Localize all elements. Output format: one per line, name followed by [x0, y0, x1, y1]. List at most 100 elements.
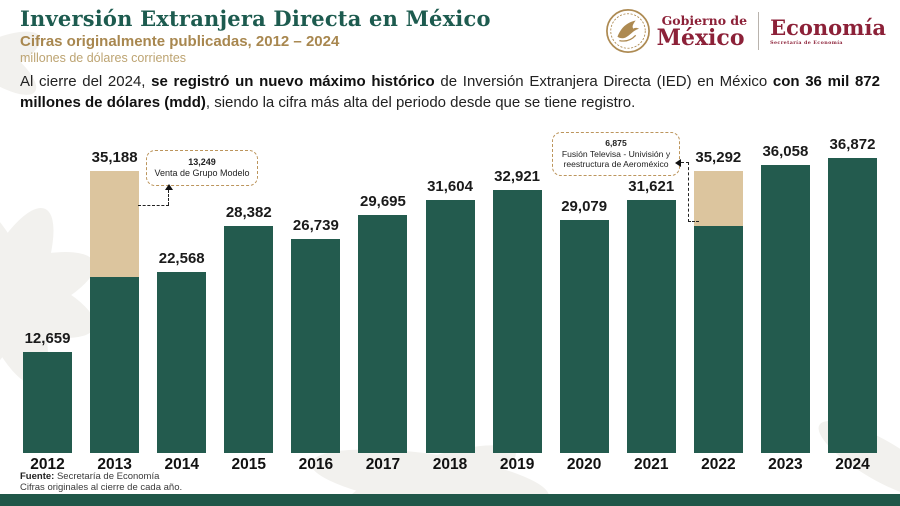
intro-bold1: se registró un nuevo máximo histórico	[151, 73, 435, 90]
bar-segment-ied	[157, 272, 207, 453]
bar-2013	[90, 171, 140, 453]
x-axis-label-2012: 2012	[30, 456, 65, 473]
header: Inversión Extranjera Directa en México C…	[20, 6, 491, 65]
mexico-text: México	[656, 24, 745, 51]
bar-segment-ied	[291, 239, 341, 453]
bar-column-2021: 31,621	[618, 128, 685, 453]
bar-value-label: 29,079	[561, 198, 608, 215]
intro-bold2: con 36 mil 872 millones de dólares (mdd)	[20, 73, 880, 111]
connector-2022-vertical	[688, 162, 689, 222]
bar-value-label: 31,604	[427, 178, 473, 195]
bar-segment-ied	[760, 165, 810, 453]
x-axis-label-2020: 2020	[566, 456, 602, 473]
bar-value-label: 31,621	[628, 178, 675, 195]
x-axis-label-2017: 2017	[365, 456, 401, 473]
bar-column-2023: 36,058	[752, 128, 819, 453]
gobierno-de-text: Gobierno de	[661, 12, 748, 28]
intro-part3: , siendo la cifra más alta del periodo d…	[205, 93, 636, 111]
x-axis-label-2022: 2022	[701, 456, 736, 473]
page-title: Inversión Extranjera Directa en México	[20, 6, 491, 31]
bar-value-label: 22,568	[158, 250, 205, 267]
bar-column-2015: 28,382	[215, 128, 282, 453]
bar-segment-ied	[224, 226, 274, 453]
connector-2022-horizontal-bottom	[688, 221, 699, 222]
bar-2017	[358, 215, 408, 453]
bar-value-label: 26,739	[292, 217, 339, 234]
gobierno-wordmark: Gobierno de México	[657, 14, 748, 49]
logo-divider	[758, 12, 760, 50]
x-axis-label-2016: 2016	[298, 456, 334, 473]
bar-column-2013: 35,188	[81, 128, 148, 453]
bar-value-label: 36,872	[829, 136, 876, 153]
bar-2018	[425, 200, 475, 453]
annotation-grupo-modelo-label: Venta de Grupo Modelo	[154, 168, 250, 178]
bar-column-2016: 26,739	[282, 128, 349, 453]
bar-segment-ied	[90, 277, 140, 453]
bar-segment-extraordinary	[693, 171, 743, 226]
bar-2015	[224, 226, 274, 453]
bar-value-label: 28,382	[225, 204, 272, 221]
bar-column-2020: 29,079	[551, 128, 618, 453]
bar-value-label: 36,058	[762, 143, 809, 160]
annotation-televisa-line1: Fusión Televisa - Univisión y	[561, 148, 671, 159]
connector-2013-arrowhead-icon	[165, 184, 173, 190]
annotation-televisa-value: 6,875	[605, 138, 627, 149]
bar-2019	[492, 190, 542, 453]
annotation-grupo-modelo: 13,249 Venta de Grupo Modelo	[146, 150, 258, 186]
bottom-green-strip	[0, 494, 900, 506]
annotation-grupo-modelo-value: 13,249	[188, 156, 216, 167]
bar-2021	[626, 200, 676, 453]
units-label: millones de dólares corrientes	[20, 51, 187, 65]
intro-part2: de Inversión Extranjera Directa (IED) en…	[434, 73, 773, 90]
intro-part1: Al cierre del 2024,	[20, 73, 152, 90]
source-note-line2: Cifras originales al cierre de cada año.	[20, 481, 183, 493]
x-axis-label-2015: 2015	[231, 456, 267, 473]
bar-2016	[291, 239, 341, 453]
x-axis-label-2014: 2014	[164, 456, 199, 473]
bar-value-label: 12,659	[24, 330, 71, 347]
bar-value-label: 35,188	[91, 149, 138, 166]
bar-column-2012: 12,659	[14, 128, 81, 453]
bar-segment-ied	[492, 190, 542, 453]
gobierno-mexico-logo: Gobierno de México Economía Secretaría d…	[605, 8, 886, 54]
bar-2022	[693, 171, 743, 453]
bar-column-2017: 29,695	[349, 128, 416, 453]
bar-segment-ied	[358, 215, 408, 453]
bar-2023	[760, 165, 810, 453]
x-axis-label-2024: 2024	[835, 456, 870, 473]
bar-segment-ied	[559, 220, 609, 453]
bar-2024	[827, 158, 877, 453]
secretaria-economia-text: Secretaría de Economía	[770, 39, 843, 46]
connector-2013-vertical	[168, 190, 169, 205]
bar-value-label: 32,921	[494, 168, 541, 185]
bar-value-label: 35,292	[695, 149, 742, 166]
connector-2022-horizontal-top	[681, 162, 689, 163]
bar-segment-ied	[626, 200, 676, 453]
intro-paragraph: Al cierre del 2024, se registró un nuevo…	[20, 72, 880, 113]
bar-column-2024: 36,872	[819, 128, 886, 453]
x-axis-label-2021: 2021	[634, 456, 669, 473]
eagle-seal-icon	[605, 9, 650, 53]
economia-wordmark: Economía Secretaría de Economía	[770, 17, 886, 46]
bar-segment-ied	[693, 226, 743, 453]
x-axis-label-2019: 2019	[499, 456, 535, 473]
economia-text: Economía	[770, 14, 886, 40]
bar-2012	[23, 352, 73, 453]
page-subtitle: Cifras originalmente publicadas, 2012 – …	[20, 33, 340, 50]
bar-value-label: 29,695	[359, 193, 406, 210]
bar-segment-ied	[23, 352, 73, 453]
source-label: Fuente:	[20, 471, 55, 482]
bar-segment-ied	[827, 158, 877, 453]
bar-segment-ied	[425, 200, 475, 453]
bar-segment-extraordinary	[90, 171, 140, 277]
x-axis-label-2018: 2018	[432, 456, 468, 473]
bar-2014	[157, 272, 207, 453]
source-note: Fuente: Secretaría de Economía Cifras or…	[20, 471, 183, 493]
bar-column-2019: 32,921	[484, 128, 551, 453]
bar-chart: 13,249 Venta de Grupo Modelo 6,875 Fusió…	[14, 128, 886, 453]
annotation-televisa-aeromexico: 6,875 Fusión Televisa - Univisión y rees…	[552, 132, 680, 176]
bar-2020	[559, 220, 609, 453]
bar-column-2022: 35,292	[685, 128, 752, 453]
bar-column-2018: 31,604	[416, 128, 483, 453]
